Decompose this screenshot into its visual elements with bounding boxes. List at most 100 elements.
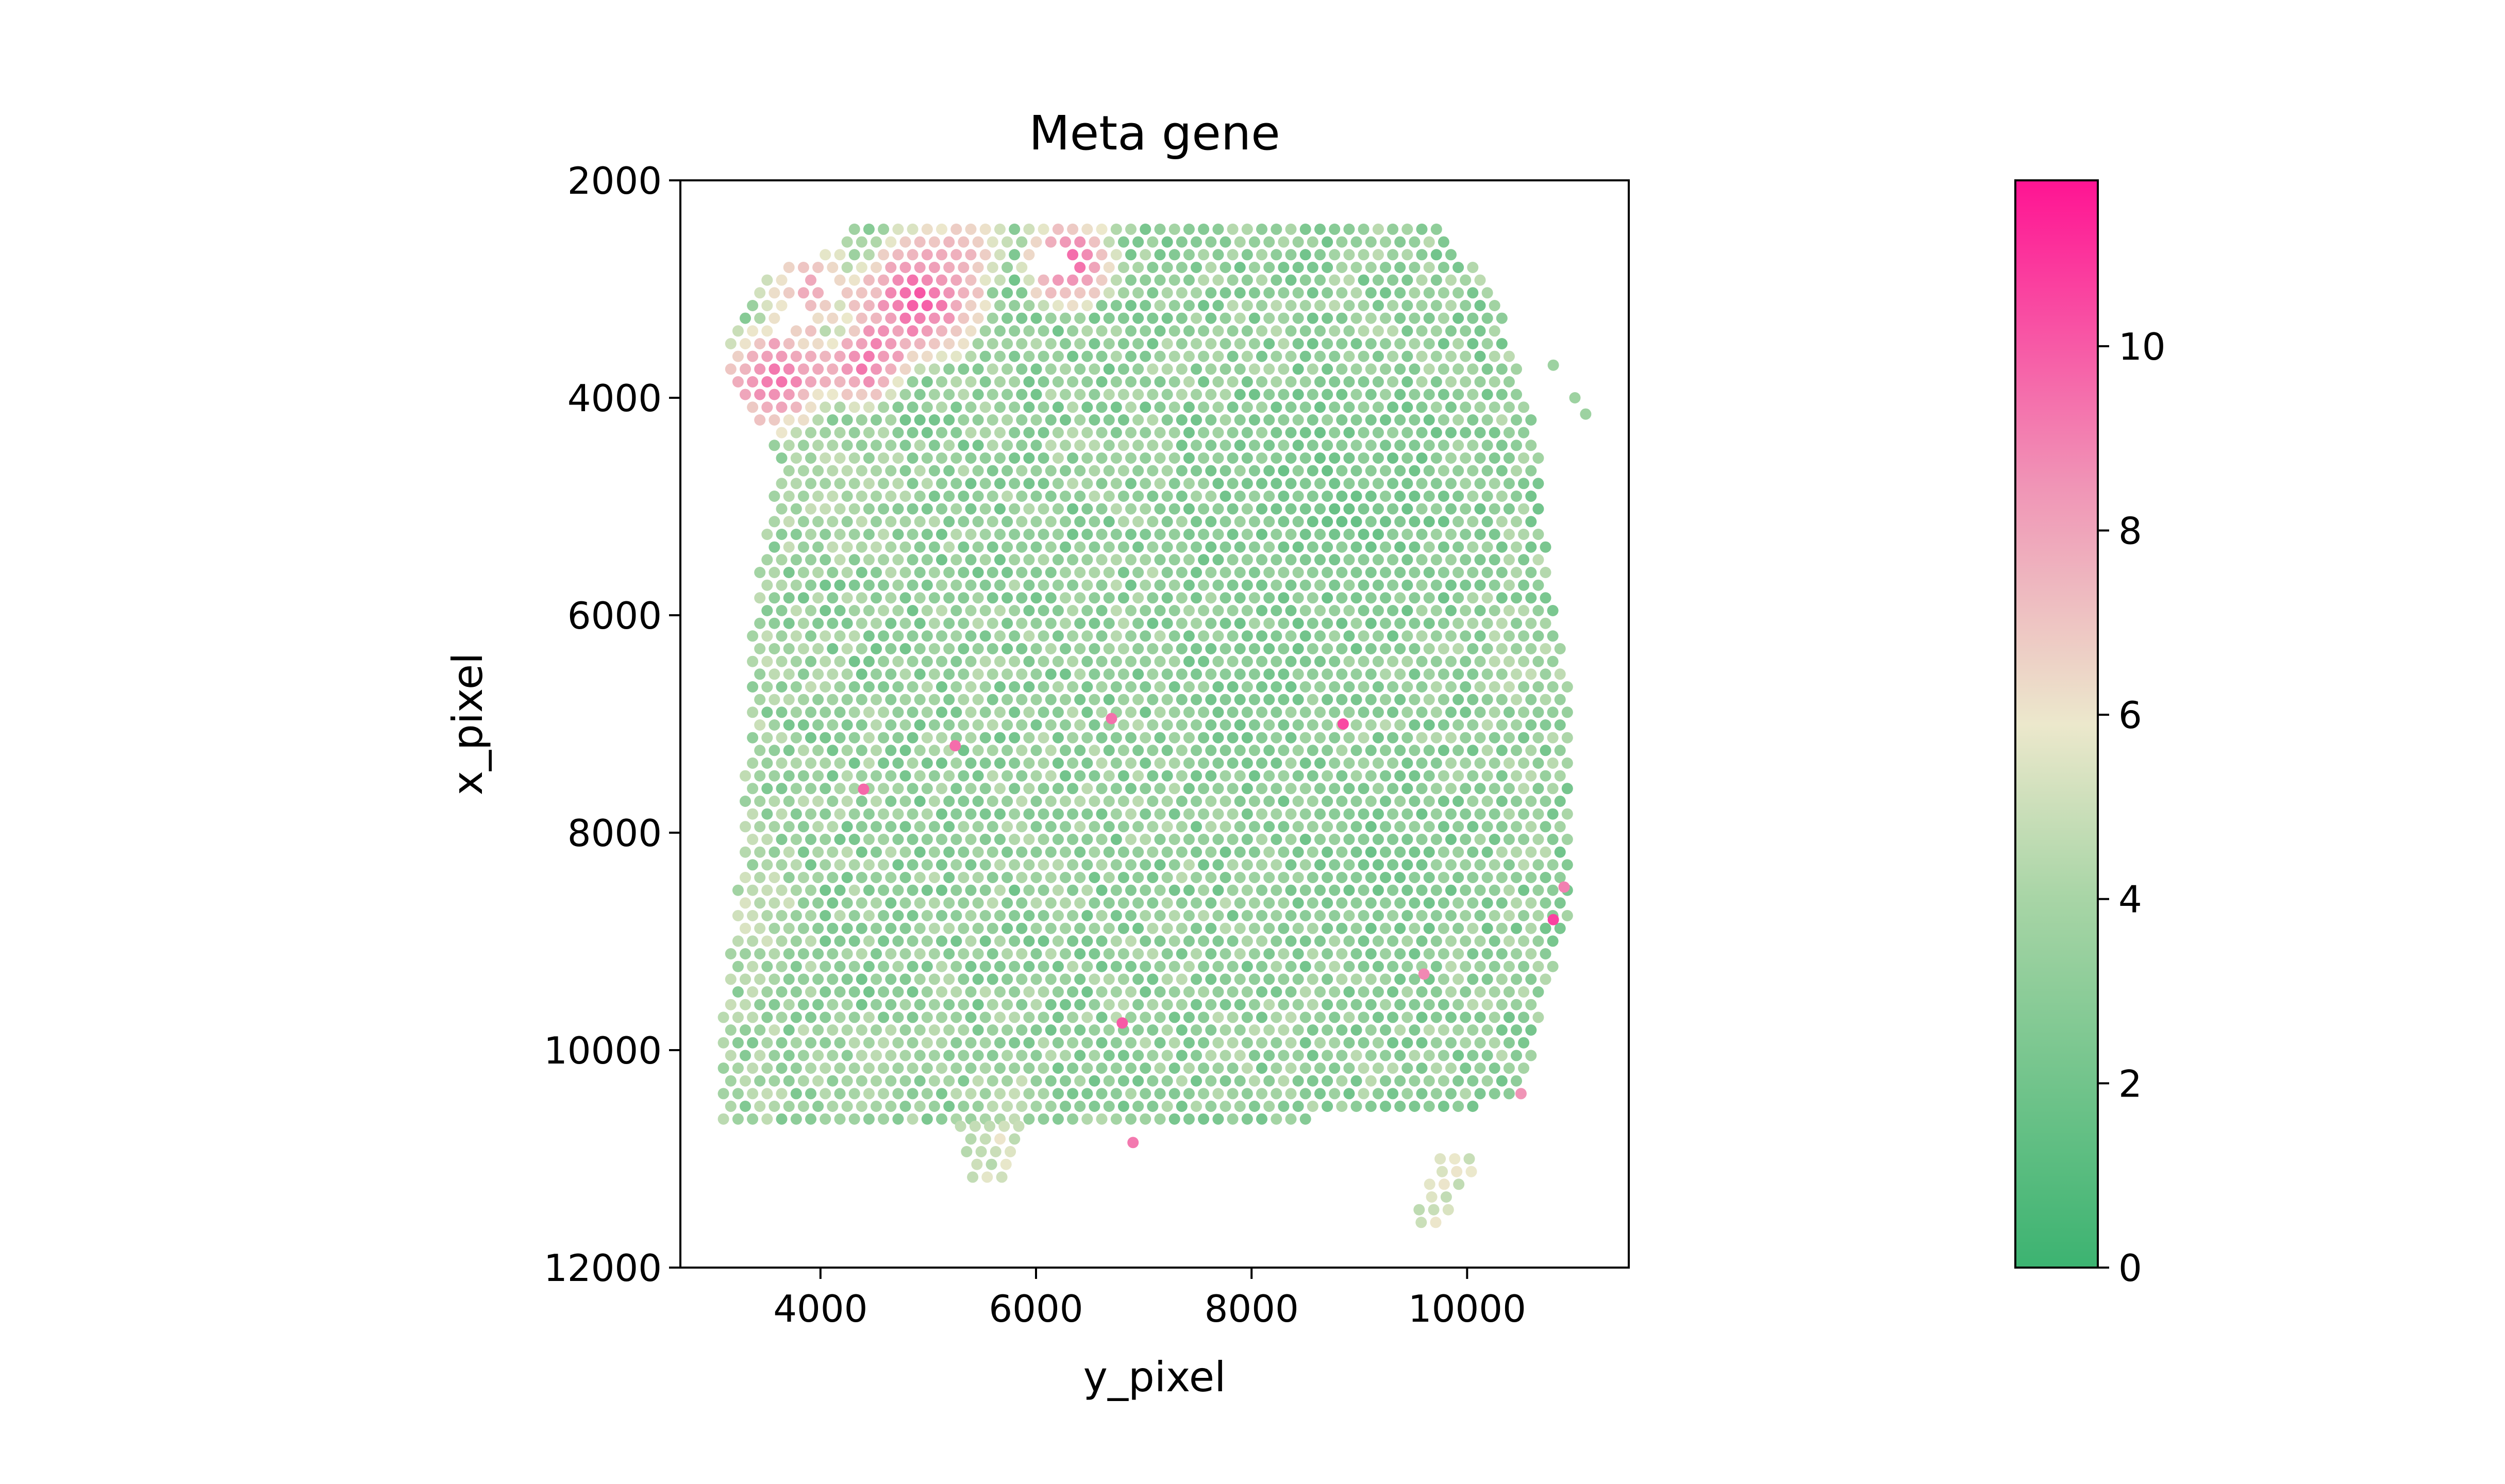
data-spot	[1474, 300, 1486, 311]
data-spot	[950, 503, 962, 515]
data-spot	[1117, 796, 1129, 807]
data-spot	[878, 427, 890, 439]
data-spot	[754, 999, 766, 1010]
data-spot	[1248, 567, 1260, 578]
data-spot	[1540, 897, 1551, 909]
data-spot	[1045, 719, 1057, 731]
data-spot	[987, 465, 998, 477]
data-spot	[776, 1037, 788, 1049]
data-spot	[1285, 1088, 1297, 1100]
data-spot	[827, 440, 839, 451]
data-spot	[754, 338, 766, 349]
data-spot	[1110, 1037, 1122, 1049]
data-spot	[1452, 745, 1464, 756]
data-spot	[1299, 529, 1311, 540]
data-spot	[1154, 452, 1166, 464]
data-spot	[1154, 554, 1166, 566]
data-spot	[1438, 440, 1449, 451]
data-spot	[1336, 491, 1348, 502]
data-spot	[747, 732, 759, 744]
data-spot	[1554, 872, 1566, 883]
data-spot	[1110, 300, 1122, 311]
data-spot	[1350, 770, 1362, 782]
data-spot	[1394, 516, 1406, 528]
data-spot	[1452, 414, 1464, 426]
data-spot	[1380, 922, 1391, 934]
data-spot	[1234, 846, 1246, 858]
data-spot	[1438, 262, 1449, 273]
data-spot	[1220, 796, 1231, 807]
data-spot	[1103, 897, 1115, 909]
data-spot	[1329, 910, 1341, 921]
data-spot	[1168, 325, 1180, 337]
data-spot	[1343, 1011, 1355, 1023]
data-spot	[1038, 859, 1049, 871]
data-spot	[1445, 503, 1457, 515]
data-spot	[1263, 516, 1275, 528]
data-spot	[1074, 796, 1086, 807]
data-spot	[1016, 414, 1028, 426]
data-spot	[1248, 745, 1260, 756]
data-spot	[1503, 427, 1515, 439]
data-spot	[1198, 554, 1210, 566]
data-spot	[856, 999, 867, 1010]
data-spot	[1278, 262, 1290, 273]
data-spot	[1401, 579, 1413, 591]
data-spot	[1074, 694, 1086, 705]
data-spot	[1285, 910, 1297, 921]
data-spot	[1045, 592, 1057, 604]
data-spot	[1314, 808, 1326, 820]
data-spot	[1496, 592, 1508, 604]
data-spot	[1125, 1011, 1137, 1023]
data-spot	[1060, 922, 1071, 934]
data-spot	[1285, 808, 1297, 820]
data-spot	[1365, 541, 1377, 553]
data-spot	[1074, 440, 1086, 451]
data-spot	[1220, 262, 1231, 273]
colorbar-tick-label: 0	[2118, 1246, 2142, 1290]
data-spot	[1358, 376, 1370, 387]
data-spot	[1212, 579, 1224, 591]
data-spot	[1212, 910, 1224, 921]
data-spot	[754, 922, 766, 934]
data-spot	[1263, 338, 1275, 349]
data-spot	[820, 503, 831, 515]
data-spot	[1110, 274, 1122, 286]
data-spot	[1554, 922, 1566, 934]
data-spot	[1467, 668, 1479, 680]
data-spot	[1176, 1101, 1188, 1112]
data-spot	[1183, 910, 1195, 921]
data-spot	[1074, 770, 1086, 782]
data-spot	[1554, 770, 1566, 782]
data-spot	[1212, 249, 1224, 261]
data-spot	[856, 491, 867, 502]
data-spot	[969, 1120, 981, 1132]
data-spot	[914, 872, 926, 883]
data-spot	[928, 312, 940, 324]
data-spot	[936, 834, 947, 845]
data-spot	[1278, 389, 1290, 400]
data-spot	[834, 376, 846, 387]
data-spot	[1350, 796, 1362, 807]
data-spot	[1278, 668, 1290, 680]
data-spot	[972, 236, 984, 248]
data-spot	[1140, 503, 1151, 515]
data-spot	[783, 719, 795, 731]
data-spot	[1372, 452, 1384, 464]
data-spot	[1380, 389, 1391, 400]
data-spot	[1423, 999, 1435, 1010]
data-spot	[848, 732, 860, 744]
data-spot	[1503, 706, 1515, 718]
data-spot	[1023, 376, 1035, 387]
data-spot	[1205, 592, 1217, 604]
data-spot	[1285, 1011, 1297, 1023]
data-spot	[1271, 808, 1282, 820]
data-spot	[1358, 834, 1370, 845]
data-spot	[907, 300, 918, 311]
data-spot	[790, 884, 802, 896]
data-spot	[1481, 1050, 1493, 1061]
data-spot	[1220, 592, 1231, 604]
data-spot	[979, 223, 991, 235]
data-spot	[1365, 668, 1377, 680]
data-spot	[936, 452, 947, 464]
